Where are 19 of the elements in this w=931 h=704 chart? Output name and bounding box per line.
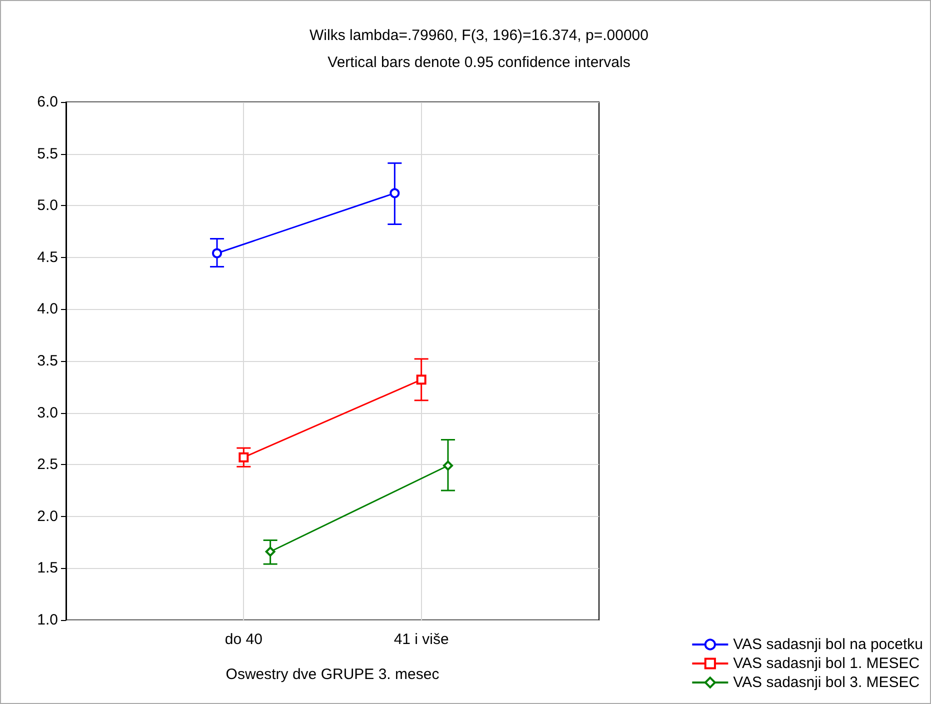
y-tick-label: 4.5 (37, 248, 58, 266)
y-tick-label: 6.0 (37, 94, 58, 110)
y-tick-label: 5.5 (37, 145, 58, 162)
y-tick-label: 2.5 (37, 456, 58, 474)
y-tick-label: 1.5 (37, 560, 58, 577)
legend-label: VAS sadasnji bol 1. MESEC (733, 655, 920, 672)
legend-label: VAS sadasnji bol na pocetku (733, 636, 923, 653)
y-tick-label: 4.0 (37, 300, 58, 318)
x-axis-title: Oswestry dve GRUPE 3. mesec (226, 666, 440, 683)
y-tick-label: 3.0 (37, 404, 58, 422)
y-tick-label: 5.0 (37, 197, 58, 214)
y-tick-label: 2.0 (37, 508, 58, 525)
y-tick-label: 3.5 (37, 352, 58, 370)
x-tick-label: 41 i više (394, 631, 449, 648)
legend-label: VAS sadasnji bol 3. MESEC (733, 674, 920, 691)
chart-title: Wilks lambda=.79960, F(3, 196)=16.374, p=.00000 (310, 27, 648, 44)
y-tick-label: 1.0 (37, 612, 58, 628)
chart-subtitle: Vertical bars denote 0.95 confidence intervals (328, 54, 630, 71)
x-tick-label: do 40 (224, 631, 262, 648)
